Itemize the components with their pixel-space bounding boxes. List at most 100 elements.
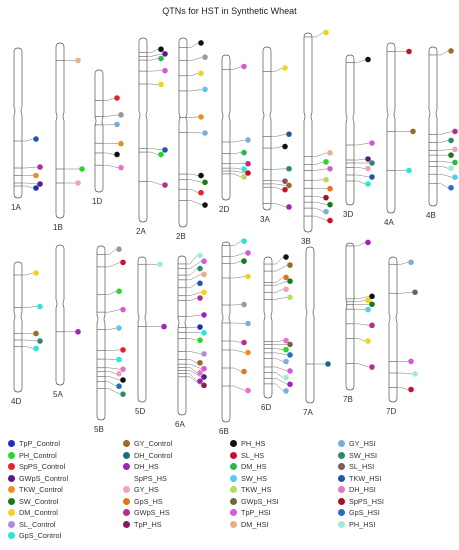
qtn-dot-GY_HS [365, 165, 371, 172]
chromosome-label-2A: 2A [136, 227, 146, 236]
qtn-leader [397, 372, 413, 375]
qtn-dot-DH_HS [286, 204, 292, 210]
qtn-leader [354, 338, 366, 342]
chromosome-body [303, 32, 313, 233]
qtn-dot-SW_HSI [37, 338, 43, 344]
legend-label: DM_Control [19, 508, 58, 517]
qtn-dot-SL_Control [201, 351, 207, 357]
qtn-leader [437, 140, 449, 143]
qtn-dot-SpPS_HS [116, 246, 122, 252]
legend-swatch [123, 475, 130, 482]
legend-swatch [230, 497, 237, 505]
qtn-dot-PH_HS [369, 293, 375, 300]
qtn-leader [103, 124, 115, 126]
qtn-leader [230, 276, 246, 279]
qtn-leader [186, 261, 202, 269]
qtn-dot-SpPS_HS [241, 301, 247, 308]
legend-label: GY_Control [134, 439, 173, 448]
qtn-dot-GY_HSI [245, 137, 251, 143]
chromosome-body [428, 46, 438, 207]
qtn-leader [147, 181, 163, 186]
qtn-leader [272, 264, 288, 272]
qtn-dot-SW_HS [116, 325, 122, 331]
qtn-leader [272, 378, 288, 385]
qtn-dot-DM_Control [33, 270, 39, 276]
qtn-dot-DM_Control [323, 29, 329, 36]
qtn-leader [272, 340, 284, 342]
qtn-dot-GpS_HSI [448, 184, 454, 191]
qtn-dot-PH_HSI [157, 261, 163, 268]
chromosome-1A: 1A [11, 47, 43, 212]
qtn-dot-GWpS_HS [369, 322, 375, 329]
qtn-dot-SL_HS [120, 259, 126, 266]
chromosome-label-6D: 6D [261, 403, 271, 412]
legend-label: GY_HS [134, 485, 159, 494]
qtn-leader [230, 173, 242, 178]
qtn-leader [22, 339, 38, 342]
legend-label: SW_Control [19, 496, 59, 506]
legend-swatch [123, 520, 130, 528]
chromosome-3D: 3D [343, 54, 375, 219]
qtn-dot-DM_Control [158, 81, 164, 88]
qtn-dot-DM_HSI [201, 271, 207, 278]
legend-swatch [338, 440, 345, 447]
qtn-leader [230, 349, 246, 353]
qtn-dot-GpS_Control [241, 238, 247, 244]
chromosome-body [221, 241, 231, 423]
chromosome-body [263, 256, 273, 399]
qtn-leader [437, 50, 449, 56]
qtn-dot-GY_HSI [202, 130, 208, 136]
qtn-leader [272, 348, 284, 350]
chromosome-label-1A: 1A [11, 203, 21, 212]
legend-swatch [123, 440, 130, 447]
chromosome-1B: 1B [53, 42, 85, 232]
qtn-leader [105, 349, 121, 351]
qtn-leader [22, 306, 38, 308]
qtn-dot-SL_HS [406, 48, 412, 55]
qtn-dot-PH_HS [202, 202, 208, 208]
chromosome-1D: 1D [92, 69, 124, 206]
qtn-dot-SW_HSI [286, 165, 292, 172]
legend-swatch [230, 509, 237, 516]
legend-label: DH_Control [134, 450, 173, 460]
legend-label: DH_HSI [349, 485, 376, 494]
legend-swatch [338, 520, 345, 528]
legend-swatch [338, 509, 345, 516]
qtn-leader [354, 323, 370, 326]
qtn-leader [186, 363, 202, 369]
qtn-dot-DH_HSI [120, 366, 126, 373]
qtn-leader [147, 48, 159, 53]
qtn-dot-SW_HSI [197, 265, 203, 272]
qtn-leader [105, 388, 121, 395]
qtn-leader [103, 97, 115, 101]
qtn-dot-DH_Control [325, 361, 331, 367]
chromosome-6A: 6A [175, 252, 207, 429]
chromosome-label-5A: 5A [53, 390, 63, 399]
qtn-leader [186, 338, 198, 341]
qtn-dot-TKW_Control [198, 114, 204, 120]
qtn-dot-GpS_Control [406, 167, 412, 174]
chromosome-body [388, 256, 398, 403]
chromosome-4A: 4A [384, 42, 416, 227]
qtn-dot-GWpS_HS [369, 364, 375, 370]
qtn-leader [105, 371, 117, 375]
qtn-leader [186, 367, 198, 373]
qtn-leader [22, 346, 34, 349]
qtn-dot-SW_HSI [448, 137, 454, 144]
qtn-dot-TKW_HSI [162, 147, 168, 153]
qtn-leader [186, 292, 202, 296]
legend-label: TKW_HSI [349, 473, 382, 483]
qtn-dot-DM_Control [201, 289, 207, 296]
legend-swatch [123, 497, 130, 505]
qtn-dot-TpP_HSI [327, 166, 333, 172]
qtn-dot-SW_HSI [369, 160, 375, 166]
qtn-dot-GWpS_HS [245, 160, 251, 167]
qtn-dot-SW_Control [448, 152, 454, 158]
qtn-leader [312, 161, 324, 165]
qtn-leader [272, 358, 284, 362]
qtn-leader [187, 200, 203, 206]
legend-swatch [123, 463, 130, 470]
qtn-leader [186, 255, 198, 265]
qtn-leader [22, 138, 34, 142]
qtn-dot-GpS_Control [365, 181, 371, 187]
